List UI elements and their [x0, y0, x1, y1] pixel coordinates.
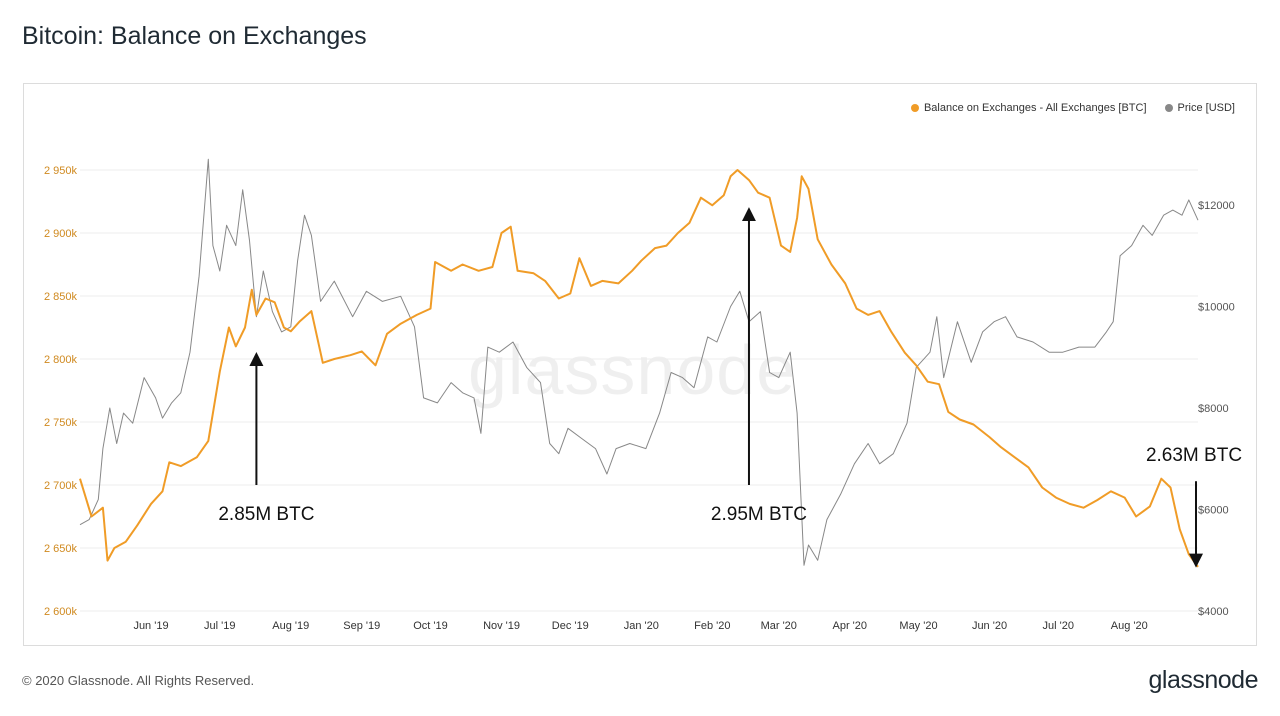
x-tick-label: Feb '20	[694, 620, 730, 632]
legend-dot-price-icon	[1164, 104, 1173, 112]
x-tick-label: Aug '19	[272, 620, 309, 632]
y-right-tick-label: $8000	[1198, 403, 1229, 415]
y-left-tick-label: 2 850k	[44, 291, 78, 303]
x-tick-label: Oct '19	[413, 620, 448, 632]
y-right-tick-label: $6000	[1198, 505, 1229, 517]
x-tick-label: Aug '20	[1111, 620, 1148, 632]
y-left-tick-label: 2 900k	[44, 228, 78, 240]
chart-legend: Balance on Exchanges - All Exchanges [BT…	[910, 102, 1235, 114]
legend-dot-balance-icon	[910, 104, 919, 112]
legend-label-price: Price [USD]	[1177, 102, 1235, 114]
y-right-tick-label: $10000	[1198, 302, 1235, 314]
brand-logo: glassnode	[1148, 666, 1259, 694]
x-tick-label: Sep '19	[343, 620, 380, 632]
series-line-balance	[79, 169, 1199, 568]
x-tick-label: Mar '20	[761, 620, 797, 632]
x-tick-label: Jul '20	[1043, 620, 1074, 632]
y-left-tick-label: 2 650k	[44, 543, 78, 555]
page-title: Bitcoin: Balance on Exchanges	[22, 22, 367, 50]
y-left-tick-label: 2 950k	[44, 165, 78, 177]
legend-item-price[interactable]: Price [USD]	[1164, 102, 1235, 114]
y-left-tick-label: 2 800k	[44, 354, 78, 366]
x-tick-label: Jun '19	[133, 620, 168, 632]
legend-label-balance: Balance on Exchanges - All Exchanges [BT…	[923, 102, 1147, 114]
x-tick-label: Jan '20	[624, 620, 659, 632]
annotation-label: 2.95M BTC	[711, 504, 807, 525]
y-left-tick-label: 2 700k	[44, 480, 78, 492]
x-tick-label: Jul '19	[204, 620, 235, 632]
x-tick-label: Jun '20	[972, 620, 1007, 632]
annotation-label: 2.85M BTC	[218, 504, 314, 525]
x-tick-label: Nov '19	[483, 620, 520, 632]
y-right-tick-label: $12000	[1198, 200, 1235, 212]
x-tick-label: May '20	[899, 620, 937, 632]
x-tick-label: Dec '19	[552, 620, 589, 632]
y-right-tick-label: $4000	[1198, 606, 1229, 618]
series-line-price	[79, 158, 1199, 566]
legend-item-balance[interactable]: Balance on Exchanges - All Exchanges [BT…	[910, 102, 1147, 114]
annotation-label: 2.63M BTC	[1146, 445, 1242, 466]
chart-frame	[23, 83, 1257, 646]
x-tick-label: Apr '20	[833, 620, 868, 632]
y-left-tick-label: 2 600k	[44, 606, 78, 618]
y-left-tick-label: 2 750k	[44, 417, 78, 429]
footer-copyright: © 2020 Glassnode. All Rights Reserved.	[22, 673, 255, 688]
